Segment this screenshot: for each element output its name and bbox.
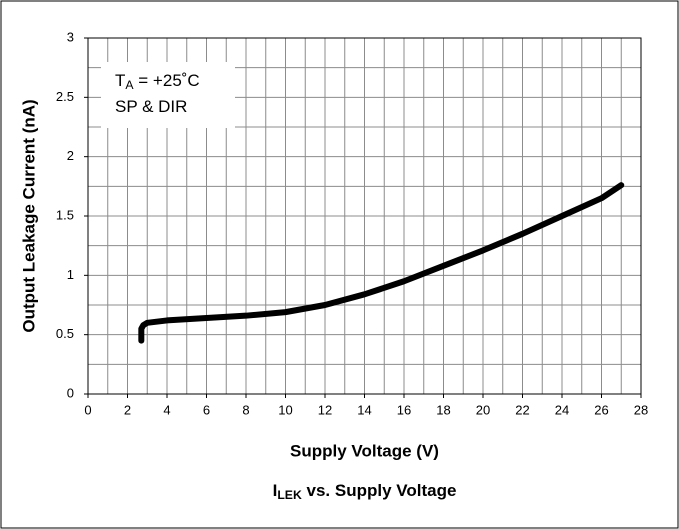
y-tick-label: 2 xyxy=(67,148,74,163)
chart-title: ILEK vs. Supply Voltage xyxy=(273,481,457,502)
chart-title-rest: vs. Supply Voltage xyxy=(302,481,457,500)
y-tick-label: 1.5 xyxy=(56,207,74,222)
x-tick-label: 22 xyxy=(515,402,529,417)
x-tick-label: 24 xyxy=(555,402,569,417)
x-tick-label: 20 xyxy=(476,402,490,417)
y-tick-label: 0.5 xyxy=(56,326,74,341)
x-tick-label: 8 xyxy=(242,402,249,417)
x-tick-label: 4 xyxy=(163,402,170,417)
x-tick-label: 2 xyxy=(124,402,131,417)
x-tick-label: 12 xyxy=(318,402,332,417)
y-axis-title: Output Leakage Current (nA) xyxy=(19,99,38,332)
y-tick-label: 1 xyxy=(67,267,74,282)
annotation-rest: = +25˚C xyxy=(134,71,200,90)
y-tick-label: 0 xyxy=(67,385,74,400)
x-tick-label: 0 xyxy=(84,402,91,417)
x-tick-label: 10 xyxy=(278,402,292,417)
x-tick-label: 18 xyxy=(436,402,450,417)
annotation-subscript: A xyxy=(125,78,134,92)
x-tick-label: 14 xyxy=(357,402,371,417)
annotation-box xyxy=(101,62,235,128)
x-tick-label: 28 xyxy=(634,402,648,417)
y-tick-label: 2.5 xyxy=(56,89,74,104)
plot-border xyxy=(87,37,642,395)
y-tick-label: 3 xyxy=(67,29,74,44)
x-tick-label: 26 xyxy=(594,402,608,417)
x-tick-label: 16 xyxy=(397,402,411,417)
annotation-main: SP & DIR xyxy=(115,97,187,116)
chart-title-subscript: LEK xyxy=(277,488,302,502)
annotation-main: T xyxy=(115,71,125,90)
x-axis-title: Supply Voltage (V) xyxy=(290,441,439,460)
annotation: SP & DIR xyxy=(115,97,187,116)
x-tick-label: 6 xyxy=(203,402,210,417)
annotation: TA = +25˚C xyxy=(115,71,200,92)
data-line xyxy=(138,182,625,344)
chart-title-main: I xyxy=(273,481,278,500)
